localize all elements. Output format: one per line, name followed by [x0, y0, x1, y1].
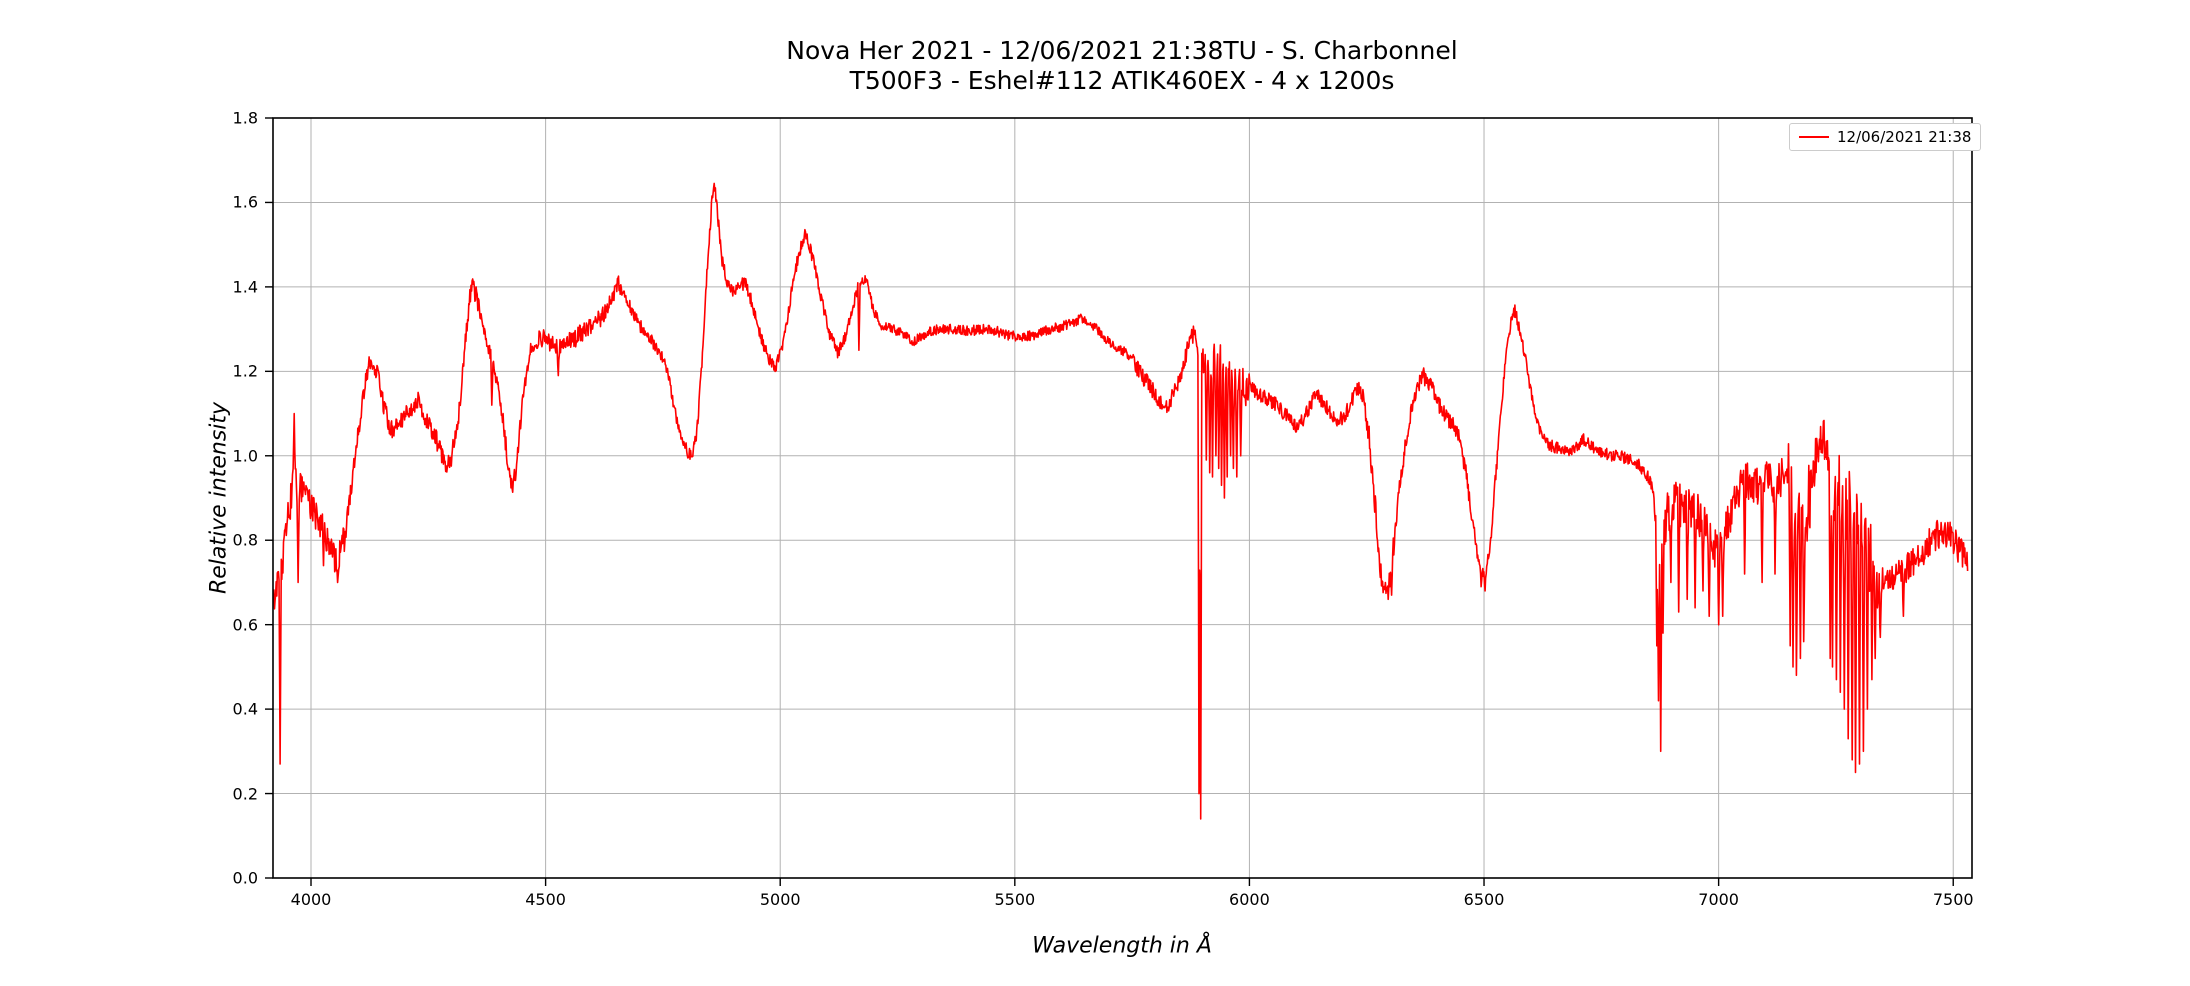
- y-tick-label: 0.6: [232, 615, 258, 635]
- chart-title: Nova Her 2021 - 12/06/2021 21:38TU - S. …: [786, 36, 1457, 96]
- y-tick-label: 0.4: [232, 699, 258, 719]
- x-tick-label: 4500: [525, 890, 566, 909]
- y-tick-label: 1.0: [232, 446, 258, 466]
- y-tick-label: 1.2: [232, 361, 258, 381]
- x-tick-label: 6000: [1229, 890, 1270, 909]
- x-tick-label: 7000: [1698, 890, 1739, 909]
- y-tick-label: 0.0: [232, 868, 258, 888]
- x-tick-label: 7500: [1932, 890, 1974, 909]
- y-tick-label: 1.8: [232, 108, 258, 128]
- x-tick-label: 6500: [1463, 890, 1505, 909]
- chart-title-line2: T500F3 - Eshel#112 ATIK460EX - 4 x 1200s: [849, 66, 1395, 95]
- legend-box: 12/06/2021 21:38: [1789, 123, 1982, 151]
- x-tick-label: 4000: [290, 890, 332, 909]
- y-tick-label: 0.8: [232, 530, 258, 550]
- y-tick-label: 1.6: [232, 192, 258, 212]
- y-tick-label: 0.2: [232, 784, 258, 804]
- x-tick-label: 5000: [759, 890, 801, 909]
- legend-label: 12/06/2021 21:38: [1837, 128, 1972, 146]
- spectrum-line: [273, 182, 1969, 820]
- x-axis-label: Wavelength in Å: [1032, 933, 1212, 959]
- x-tick-label: 5500: [994, 890, 1036, 909]
- legend-line-swatch: [1799, 136, 1829, 138]
- plot-border: [272, 117, 1973, 879]
- y-tick-label: 1.4: [232, 277, 258, 297]
- chart-title-line1: Nova Her 2021 - 12/06/2021 21:38TU - S. …: [786, 36, 1458, 65]
- y-axis-label: Relative intensity: [206, 401, 232, 595]
